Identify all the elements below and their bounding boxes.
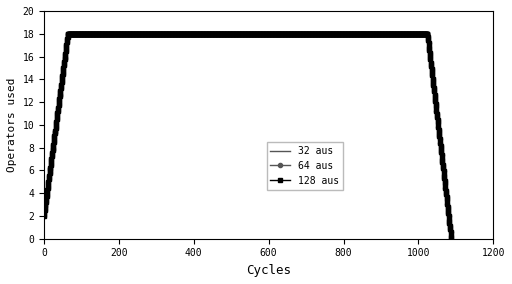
128 aus: [304, 32, 310, 36]
32 aus: [439, 157, 445, 160]
Line: 64 aus: 64 aus: [42, 32, 454, 241]
X-axis label: Cycles: Cycles: [246, 264, 291, 277]
32 aus: [395, 32, 401, 36]
64 aus: [344, 32, 350, 36]
128 aus: [281, 32, 287, 36]
64 aus: [304, 32, 310, 36]
Line: 32 aus: 32 aus: [44, 34, 452, 239]
32 aus: [344, 32, 350, 36]
128 aus: [449, 237, 455, 241]
Y-axis label: Operators used: Operators used: [7, 78, 17, 172]
64 aus: [449, 237, 455, 241]
32 aus: [384, 32, 390, 36]
128 aus: [439, 157, 445, 160]
32 aus: [281, 32, 287, 36]
128 aus: [65, 32, 71, 36]
32 aus: [41, 214, 47, 218]
32 aus: [304, 32, 310, 36]
128 aus: [395, 32, 401, 36]
64 aus: [65, 32, 71, 36]
128 aus: [384, 32, 390, 36]
64 aus: [41, 214, 47, 218]
64 aus: [281, 32, 287, 36]
64 aus: [439, 157, 445, 160]
64 aus: [384, 32, 390, 36]
64 aus: [395, 32, 401, 36]
128 aus: [344, 32, 350, 36]
128 aus: [41, 214, 47, 218]
Line: 128 aus: 128 aus: [42, 32, 454, 241]
32 aus: [65, 32, 71, 36]
32 aus: [449, 237, 455, 241]
Legend: 32 aus, 64 aus, 128 aus: 32 aus, 64 aus, 128 aus: [267, 142, 343, 190]
